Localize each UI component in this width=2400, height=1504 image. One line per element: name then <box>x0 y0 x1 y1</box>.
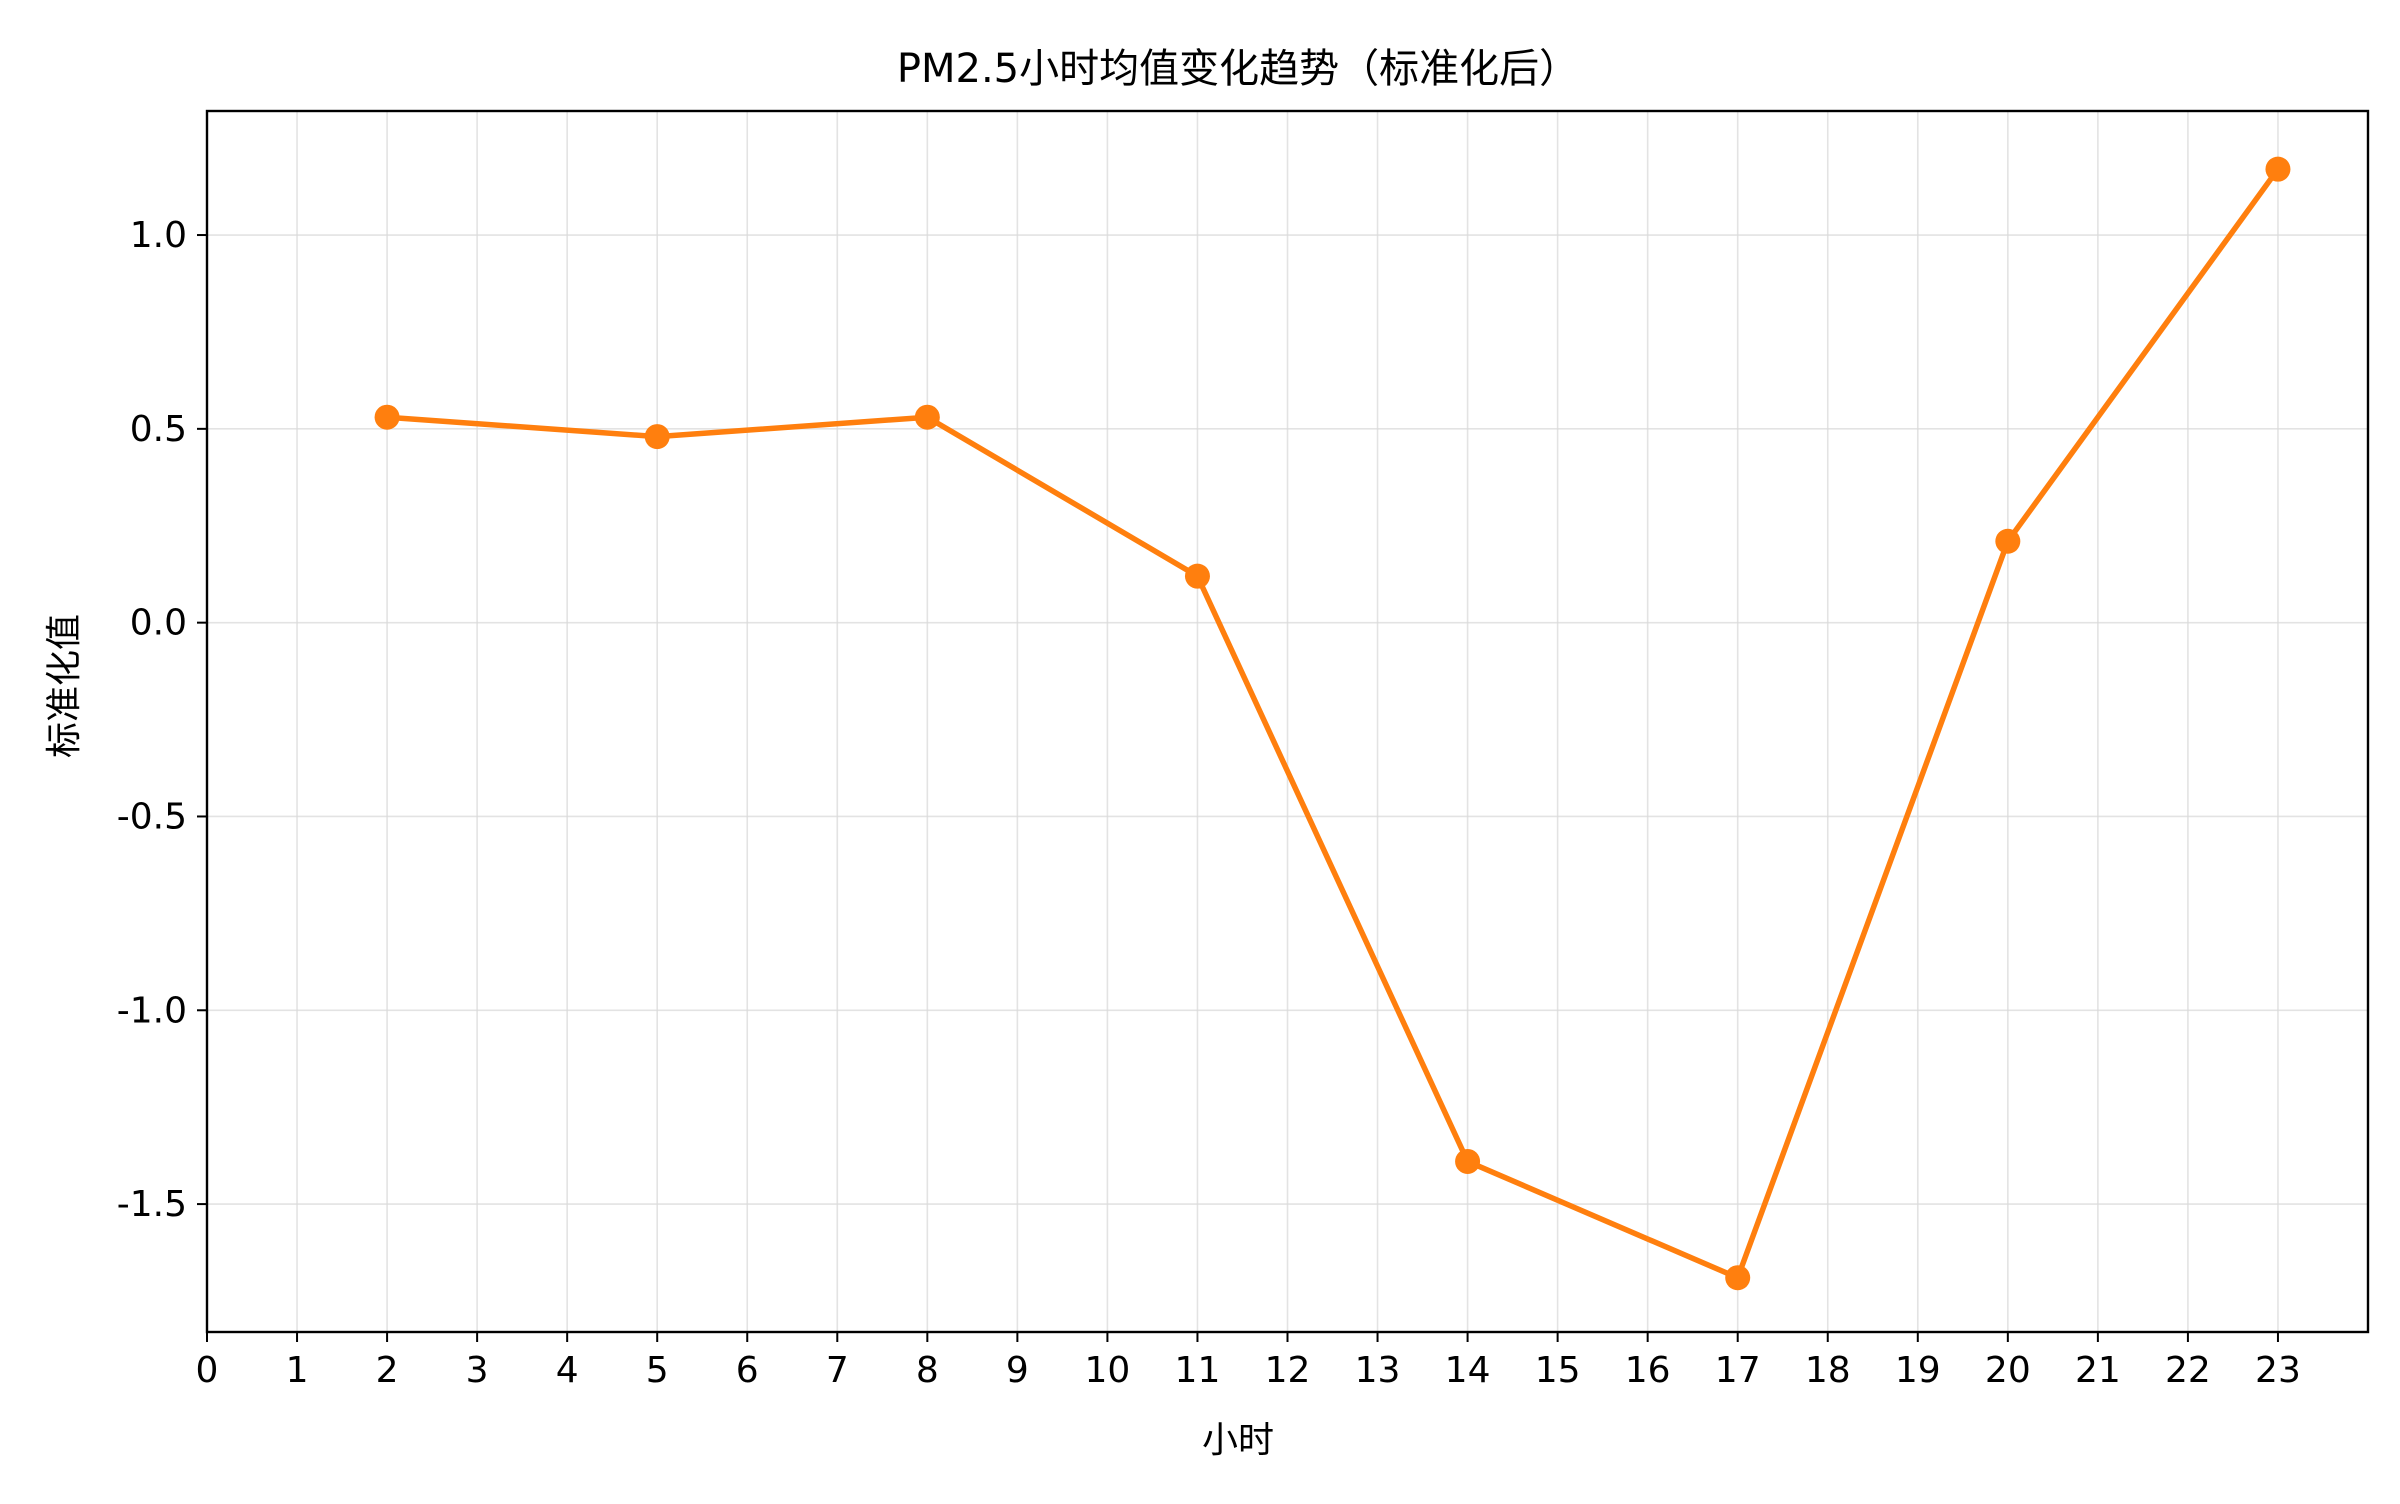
data-point <box>914 404 940 430</box>
x-tick-label: 16 <box>1625 1350 1671 1391</box>
data-point <box>644 424 670 450</box>
x-tick-label: 4 <box>556 1350 579 1391</box>
x-tick-label: 1 <box>286 1350 309 1391</box>
x-tick-label: 11 <box>1175 1350 1221 1391</box>
x-tick-label: 21 <box>2075 1350 2121 1391</box>
x-tick-label: 3 <box>466 1350 489 1391</box>
chart-title: PM2.5小时均值变化趋势（标准化后） <box>897 46 1579 92</box>
x-tick-label: 5 <box>646 1350 669 1391</box>
x-tick-label: 22 <box>2165 1350 2211 1391</box>
series-layer <box>374 156 2291 1291</box>
data-point <box>1725 1265 1751 1291</box>
data-point <box>1455 1148 1481 1174</box>
x-tick-label: 17 <box>1715 1350 1761 1391</box>
data-point <box>1995 528 2021 554</box>
x-tick-label: 9 <box>1006 1350 1029 1391</box>
x-tick-label: 18 <box>1805 1350 1851 1391</box>
series-line <box>384 166 2281 1281</box>
x-tick-label: 20 <box>1985 1350 2031 1391</box>
x-axis-label: 小时 <box>1202 1420 1274 1461</box>
y-tick-label: 0.0 <box>130 603 187 644</box>
x-tick-label: 2 <box>376 1350 399 1391</box>
x-tick-label: 23 <box>2255 1350 2301 1391</box>
x-tick-label: 19 <box>1895 1350 1941 1391</box>
data-point <box>2265 156 2291 182</box>
x-tick-label: 7 <box>826 1350 849 1391</box>
grid-lines <box>206 111 2368 1332</box>
y-tick-label: 1.0 <box>130 215 187 256</box>
x-tick-label: 0 <box>196 1350 219 1391</box>
x-tick-label: 12 <box>1265 1350 1311 1391</box>
data-point <box>374 404 400 430</box>
x-tick-label: 8 <box>916 1350 939 1391</box>
x-tick-label: 14 <box>1445 1350 1491 1391</box>
data-point <box>1184 563 1210 589</box>
y-axis-label: 标准化值 <box>44 614 85 758</box>
x-tick-label: 10 <box>1085 1350 1131 1391</box>
y-tick-label: -0.5 <box>117 796 187 837</box>
x-tick-label: 13 <box>1355 1350 1401 1391</box>
y-tick-label: -1.5 <box>117 1184 187 1225</box>
y-tick-label: -1.0 <box>117 990 187 1031</box>
y-tick-label: 0.5 <box>130 409 187 450</box>
x-axis-ticks: 0 1 2 3 4 5 6 7 8 9 10 11 12 13 14 15 16 17 18 19 20 21 22 23 <box>196 1332 2301 1391</box>
x-tick-label: 15 <box>1535 1350 1581 1391</box>
y-axis-ticks: -1.5 -1.0 -0.5 0.0 0.5 1.0 <box>117 215 207 1225</box>
x-tick-label: 6 <box>736 1350 759 1391</box>
